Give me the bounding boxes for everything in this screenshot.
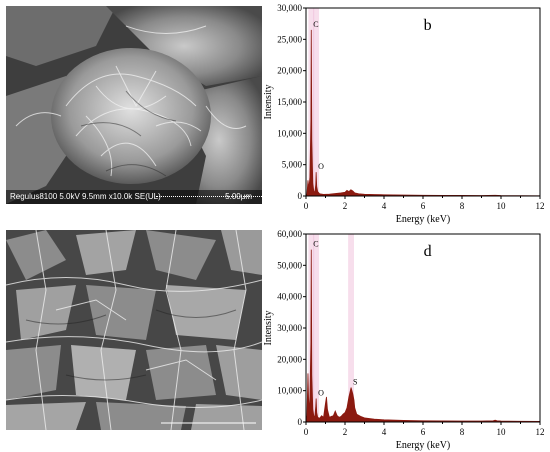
- x-tick-label: 8: [460, 201, 465, 211]
- y-tick-label: 0: [298, 417, 303, 427]
- peak-label-o: O: [318, 389, 324, 398]
- panel-letter: b: [424, 17, 432, 34]
- x-axis-label: Energy (keV): [396, 440, 451, 451]
- x-tick-label: 2: [343, 201, 348, 211]
- sem-micrograph-a: [6, 6, 262, 204]
- eds-spectrum-d: 0 2 4 6 8 10 12 0 10,000 20,000 30,000 40,000 50,000…: [263, 229, 545, 451]
- y-tick-label: 20,000: [277, 354, 302, 364]
- y-tick-label: 5,000: [282, 160, 303, 170]
- x-tick-label: 8: [460, 427, 465, 437]
- peak-region-o: [313, 234, 320, 422]
- y-tick-label: 10,000: [277, 128, 302, 138]
- peak-label-o: O: [318, 162, 324, 171]
- x-tick-label: 10: [497, 201, 507, 211]
- y-tick-label: 25,000: [277, 34, 302, 44]
- plot-frame: [305, 233, 541, 423]
- x-tick-label: 2: [343, 427, 348, 437]
- x-tick-label: 4: [382, 201, 387, 211]
- x-tick-label: 10: [497, 427, 507, 437]
- peak-label-c: C: [313, 240, 318, 249]
- y-axis-label: Intensity: [263, 311, 274, 346]
- peak-label-c: C: [313, 20, 318, 29]
- x-tick-label: 12: [536, 427, 545, 437]
- sem-info-text: Regulus8100 5.0kV 9.5mm x10.0k SE(UL): [10, 192, 161, 201]
- peak-label-s: S: [353, 378, 357, 387]
- sem-info-bar: Regulus8100 5.0kV 9.5mm x10.0k SE(UL) 5.…: [6, 190, 262, 204]
- y-tick-label: 20,000: [277, 66, 302, 76]
- y-tick-label: 50,000: [277, 260, 302, 270]
- eds-spectrum-b: 0 2 4 6 8 10 12 0 5,000 10,000 15,000 20,000 25,000 3…: [263, 3, 545, 225]
- y-tick-label: 40,000: [277, 292, 302, 302]
- x-axis-label: Energy (keV): [396, 214, 451, 225]
- sem-dotted-ruler: [156, 196, 262, 199]
- panel-letter: d: [424, 243, 432, 260]
- sem-scale-label: 5.00μm: [225, 192, 252, 201]
- sem-micrograph-c: [6, 230, 262, 430]
- x-tick-label: 12: [536, 201, 545, 211]
- x-tick-label: 4: [382, 427, 387, 437]
- x-tick-label: 0: [304, 201, 309, 211]
- y-axis-label: Intensity: [263, 85, 274, 120]
- sem-image-a: Regulus8100 5.0kV 9.5mm x10.0k SE(UL) 5.…: [6, 6, 262, 204]
- spectrum-series: [305, 29, 541, 197]
- y-tick-label: 30,000: [277, 3, 302, 13]
- y-tick-label: 60,000: [277, 229, 302, 239]
- sem-image-c: [6, 230, 262, 430]
- spectrum-series: [305, 249, 541, 423]
- y-tick-label: 30,000: [277, 323, 302, 333]
- y-tick-label: 0: [298, 191, 303, 201]
- x-tick-label: 6: [421, 201, 426, 211]
- peak-region-s: [348, 234, 354, 422]
- x-tick-label: 6: [421, 427, 426, 437]
- y-tick-label: 10,000: [277, 386, 302, 396]
- peak-region-o: [313, 8, 320, 196]
- y-tick-label: 15,000: [277, 97, 302, 107]
- x-tick-label: 0: [304, 427, 309, 437]
- plot-frame: [305, 7, 541, 197]
